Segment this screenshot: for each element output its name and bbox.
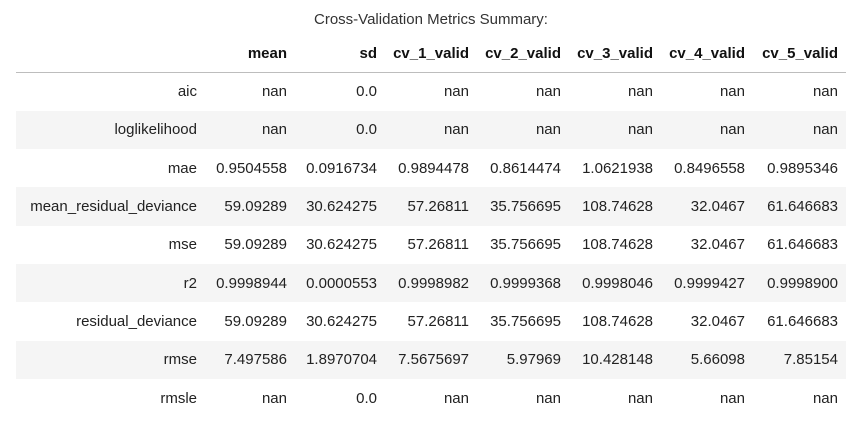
table-cell: 35.756695 [490, 236, 561, 254]
table-cell: 0.9998046 [582, 274, 653, 292]
header-cell-cv-5-valid: cv_5_valid [753, 35, 846, 73]
table-row: rmsle nan 0.0 nan nan nan nan nan [16, 379, 846, 417]
table-cell: 5.66098 [690, 351, 745, 369]
table-cell: nan [812, 121, 838, 139]
table-cell: 59.09289 [224, 312, 287, 330]
table-cell: nan [535, 389, 561, 407]
table-cell: 32.0467 [690, 236, 745, 254]
table-cell: 35.756695 [490, 198, 561, 216]
table-cell: nan [443, 83, 469, 101]
table-row: mse 59.09289 30.624275 57.26811 35.756695 108… [16, 226, 846, 264]
header-cell-sd: sd [295, 35, 385, 73]
table-cell: 7.85154 [783, 351, 838, 369]
table-cell: 0.0916734 [306, 159, 377, 177]
row-label: r2 [183, 274, 197, 292]
table-cell: 1.8970704 [306, 351, 377, 369]
table-cell: 108.74628 [582, 198, 653, 216]
table-row: mae 0.9504558 0.0916734 0.9894478 0.8614474 1… [16, 149, 846, 187]
table-cell: 30.624275 [306, 312, 377, 330]
table-cell: nan [627, 83, 653, 101]
table-cell: 0.8614474 [490, 159, 561, 177]
table-cell: 61.646683 [767, 236, 838, 254]
table-cell: 0.9895346 [767, 159, 838, 177]
table-cell: nan [535, 121, 561, 139]
table-row: r2 0.9998944 0.0000553 0.9998982 0.9999368 0.… [16, 263, 846, 303]
table-cell: 61.646683 [767, 198, 838, 216]
table-cell: nan [261, 389, 287, 407]
table-cell: 0.0000553 [306, 274, 377, 292]
table-cell: nan [261, 83, 287, 101]
table-cell: 32.0467 [690, 312, 745, 330]
table-cell: 108.74628 [582, 236, 653, 254]
table-cell: 7.5675697 [398, 351, 469, 369]
table-cell: 0.0 [356, 121, 377, 139]
table-cell: nan [719, 121, 745, 139]
table-cell: 0.9894478 [398, 159, 469, 177]
table-cell: 0.9999427 [674, 274, 745, 292]
table-cell: 30.624275 [306, 236, 377, 254]
table-cell: nan [812, 389, 838, 407]
row-label: aic [177, 83, 197, 101]
table-cell: 59.09289 [224, 198, 287, 216]
header-cell-cv-1-valid: cv_1_valid [385, 35, 477, 73]
table-cell: 61.646683 [767, 312, 838, 330]
table-cell: 1.0621938 [582, 159, 653, 177]
table-caption: Cross-Validation Metrics Summary: [314, 11, 548, 28]
table-cell: 0.0 [356, 389, 377, 407]
table-cell: nan [261, 121, 287, 139]
table-cell: 57.26811 [407, 236, 469, 254]
table-row: mean_residual_deviance 59.09289 30.624275 5… [16, 187, 846, 226]
row-label: mse [168, 236, 197, 254]
table-cell: 59.09289 [224, 236, 287, 254]
table-cell: 0.8496558 [674, 159, 745, 177]
table-row: rmse 7.497586 1.8970704 7.5675697 5.97969 10.… [16, 340, 846, 379]
table-cell: 35.756695 [490, 312, 561, 330]
table-cell: nan [443, 121, 469, 139]
row-label: residual_deviance [76, 312, 197, 330]
table-cell: nan [443, 389, 469, 407]
table-cell: 57.26811 [407, 198, 469, 216]
header-cell-cv-4-valid: cv_4_valid [661, 35, 753, 73]
table-cell: nan [812, 83, 838, 101]
table-cell: 108.74628 [582, 312, 653, 330]
table-cell: nan [627, 389, 653, 407]
row-label: mae [167, 159, 197, 177]
table-cell: nan [535, 83, 561, 101]
table-cell: 0.0 [356, 83, 377, 101]
table-cell: 0.9999368 [490, 274, 561, 292]
table-row: loglikelihood nan 0.0 nan nan nan nan nan [16, 110, 846, 150]
header-cell-mean: mean [205, 35, 295, 73]
table-row: aic nan 0.0 nan nan nan nan nan [16, 73, 846, 111]
table-cell: 32.0467 [690, 198, 745, 216]
table-cell: 10.428148 [582, 351, 653, 369]
table-cell: 0.9998944 [216, 274, 287, 292]
table-cell: nan [627, 121, 653, 139]
table-cell: 57.26811 [407, 312, 469, 330]
table-cell: 5.97969 [506, 351, 561, 369]
header-cell-cv-2-valid: cv_2_valid [477, 35, 569, 73]
table-cell: 30.624275 [306, 198, 377, 216]
table-cell: nan [719, 389, 745, 407]
header-row: mean sd cv_1_valid cv_2_valid cv_3_valid… [16, 35, 846, 73]
table-cell: 0.9504558 [216, 159, 287, 177]
table-cell: nan [719, 83, 745, 101]
metrics-table: mean sd cv_1_valid cv_2_valid cv_3_valid… [16, 35, 846, 417]
table-cell: 7.497586 [224, 351, 287, 369]
row-label: rmse [163, 351, 197, 369]
row-label: loglikelihood [114, 121, 197, 139]
table-cell: 0.9998982 [398, 274, 469, 292]
row-label: mean_residual_deviance [30, 198, 197, 216]
header-cell-cv-3-valid: cv_3_valid [569, 35, 661, 73]
table-row: residual_deviance 59.09289 30.624275 57.268… [16, 302, 846, 340]
table-cell: 0.9998900 [767, 274, 838, 292]
row-label: rmsle [160, 389, 197, 407]
header-cell-index [16, 35, 205, 73]
